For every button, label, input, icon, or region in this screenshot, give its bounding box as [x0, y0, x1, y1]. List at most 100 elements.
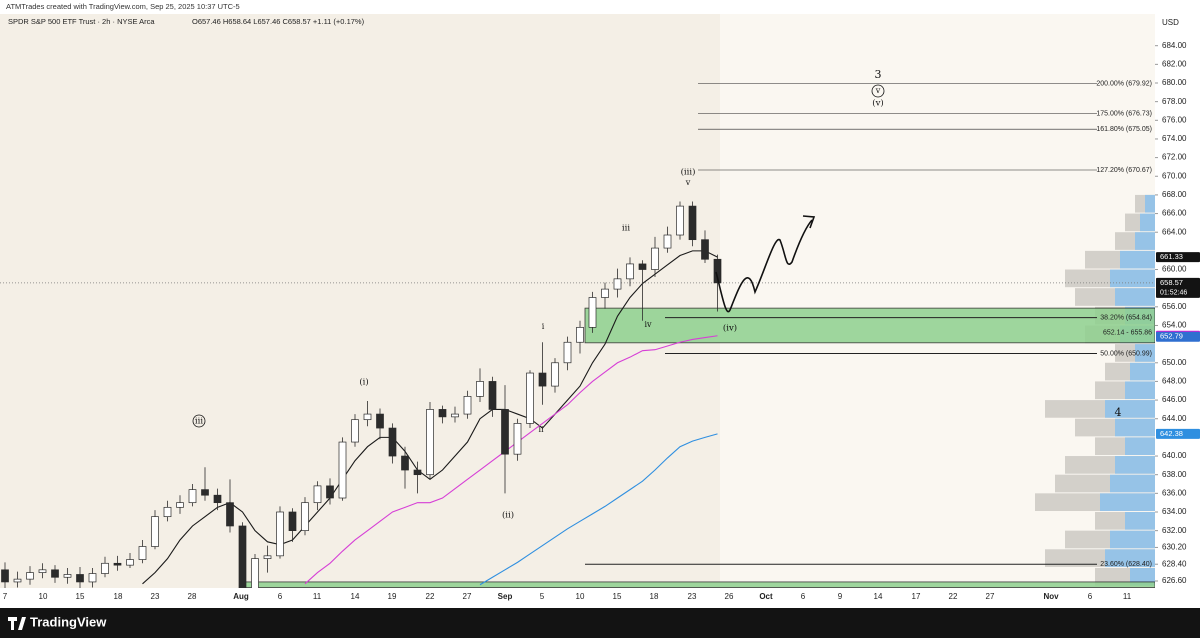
candle-body	[476, 381, 484, 397]
volume-up-bar	[1105, 549, 1155, 567]
wave-label: (ii)	[502, 510, 514, 521]
fib-label: 38.20% (654.84)	[1100, 314, 1152, 321]
candle-body	[101, 562, 109, 574]
candle-body	[363, 413, 372, 421]
price-badge	[1156, 252, 1200, 263]
candle-body	[351, 419, 359, 443]
candle-body	[13, 578, 22, 583]
candle-body	[576, 326, 584, 343]
y-tick-label: 648.00	[1162, 377, 1187, 386]
zone-label: 652.14 - 655.86	[1103, 330, 1152, 337]
candle-body	[526, 372, 534, 424]
volume-up-bar	[1110, 269, 1155, 288]
x-tick-label: 10	[576, 592, 585, 601]
candle-body	[551, 362, 559, 387]
x-tick-label: 11	[313, 592, 322, 601]
candle-body	[213, 494, 222, 504]
plot	[0, 83, 1155, 588]
candle-body	[488, 381, 497, 410]
candle-body	[438, 409, 447, 418]
x-tick-label: 28	[188, 592, 197, 601]
y-tick-label: 676.00	[1162, 115, 1187, 124]
candle-body	[288, 511, 297, 531]
x-tick-label: Aug	[233, 592, 249, 601]
volume-up-bar	[1110, 530, 1155, 549]
x-tick-label: 19	[388, 592, 397, 601]
candle-body	[451, 413, 459, 418]
candle-body	[51, 569, 59, 578]
y-tick-label: 680.00	[1162, 78, 1187, 87]
candle-body	[151, 516, 159, 547]
y-tick-label: 684.00	[1162, 41, 1187, 50]
wave-label: i	[542, 322, 545, 331]
price-axis	[1155, 14, 1200, 588]
candle-body	[26, 572, 34, 580]
candle-body	[501, 409, 509, 455]
candle-body	[688, 205, 697, 241]
x-tick-label: 27	[986, 592, 995, 601]
volume-up-bar	[1130, 362, 1155, 381]
volume-up-bar	[1105, 400, 1155, 418]
candle-body	[401, 455, 409, 471]
fib-label: 161.80% (675.05)	[1096, 126, 1152, 133]
candle-body	[188, 489, 197, 504]
y-tick-label: 670.00	[1162, 171, 1187, 180]
candle-body	[388, 427, 397, 457]
fib-label: 127.20% (670.67)	[1096, 167, 1152, 174]
volume-up-bar	[1135, 232, 1155, 250]
x-tick-label: 22	[949, 592, 958, 601]
x-tick-label: 11	[1123, 592, 1132, 601]
candle-body	[601, 288, 609, 298]
y-tick-label: 630.20	[1162, 543, 1187, 552]
candle-body	[326, 485, 334, 499]
logo	[8, 617, 26, 630]
candle-body	[251, 558, 259, 588]
y-tick-label: 664.00	[1162, 227, 1187, 236]
fib-label: 50.00% (650.99)	[1100, 350, 1152, 357]
candle-body	[713, 258, 722, 284]
y-tick-label: 678.00	[1162, 97, 1187, 106]
x-tick-label: Oct	[759, 592, 773, 601]
x-tick-label: 5	[540, 592, 545, 601]
volume-up-bar	[1145, 194, 1155, 213]
candle-body	[201, 489, 209, 496]
volume-up-bar	[1125, 381, 1155, 400]
moving-average	[479, 433, 718, 586]
y-tick-label: 682.00	[1162, 59, 1187, 68]
x-tick-label: 6	[801, 592, 806, 601]
credit: ATMTrades created with TradingView.com, …	[6, 2, 240, 11]
y-tick-label: 656.00	[1162, 302, 1187, 311]
y-tick-label: 650.00	[1162, 358, 1187, 367]
candle-body	[113, 562, 122, 566]
brand: TradingView	[30, 614, 107, 629]
candle-body	[138, 546, 147, 560]
y-tick-label: 646.00	[1162, 395, 1187, 404]
volume-up-bar	[1135, 344, 1155, 362]
wave-label: (v)	[872, 98, 883, 109]
wave-label: iii	[195, 417, 203, 427]
y-tick-label: 626.60	[1162, 576, 1187, 585]
x-tick-label: Nov	[1043, 592, 1059, 601]
y-tick-label: 674.00	[1162, 134, 1187, 143]
candle-body	[676, 205, 684, 236]
y-tick-label: 632.00	[1162, 526, 1187, 535]
symbol: SPDR S&P 500 ETF Trust · 2h · NYSE Arca	[8, 17, 155, 26]
candle-body	[538, 372, 547, 387]
zone	[241, 581, 1155, 588]
moving-average	[142, 250, 718, 585]
candle-body	[651, 247, 659, 270]
annotation-circle	[871, 84, 885, 98]
price-badge	[1156, 277, 1200, 298]
candle-body	[126, 559, 134, 566]
candle-body	[38, 569, 47, 573]
candle-body	[76, 574, 84, 583]
candle-body	[701, 239, 709, 260]
candle-body	[588, 297, 597, 328]
volume-up-bar	[1115, 418, 1155, 437]
wave-label: 3	[875, 68, 882, 81]
wave-label: iv	[644, 320, 652, 329]
price-badge-label: 652.79	[1160, 332, 1183, 341]
x-tick-label: 15	[613, 592, 622, 601]
wave-label: v	[685, 178, 691, 187]
x-tick-label: 23	[688, 592, 697, 601]
